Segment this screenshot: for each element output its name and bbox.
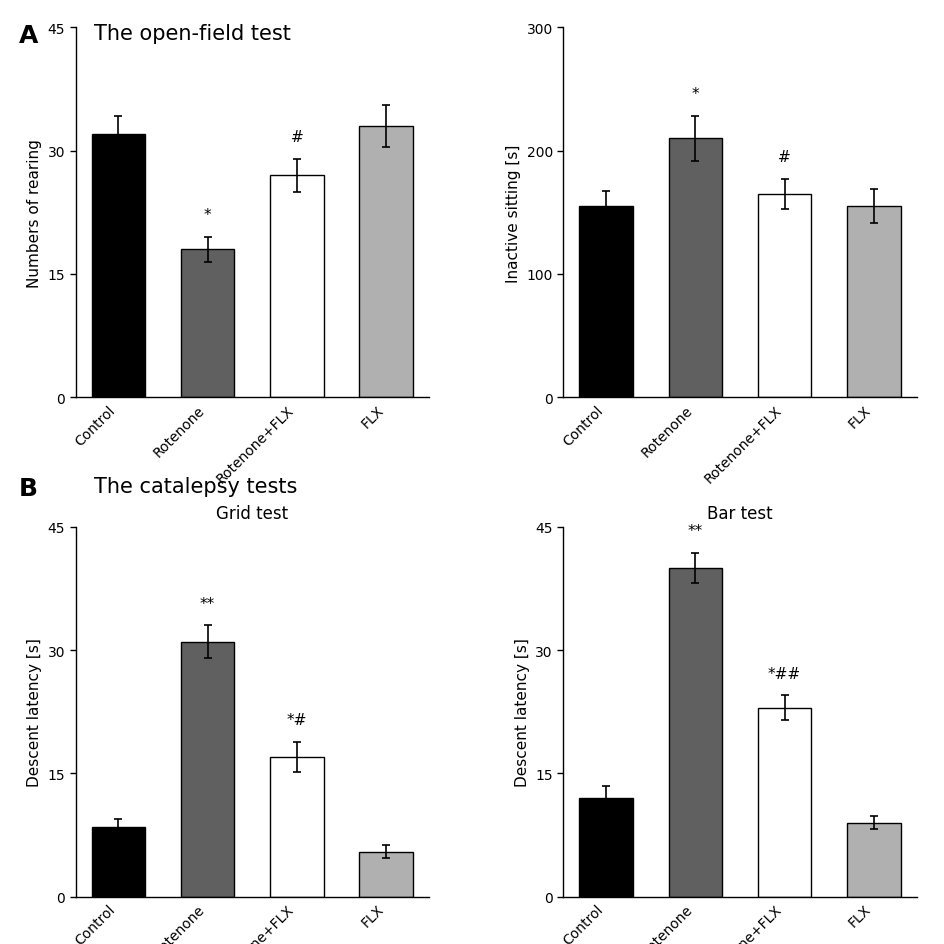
Text: *: * bbox=[691, 87, 699, 102]
Bar bbox=[180, 250, 234, 397]
Bar bbox=[92, 827, 145, 897]
Text: The catalepsy tests: The catalepsy tests bbox=[94, 477, 297, 497]
Text: **: ** bbox=[687, 524, 702, 539]
Bar bbox=[359, 851, 413, 897]
Bar bbox=[667, 568, 721, 897]
Text: **: ** bbox=[200, 596, 215, 611]
Text: *: * bbox=[204, 208, 211, 223]
Y-axis label: Descent latency [s]: Descent latency [s] bbox=[27, 637, 42, 786]
Text: *##: *## bbox=[767, 666, 801, 681]
Bar bbox=[270, 177, 324, 397]
Bar bbox=[92, 135, 145, 397]
Bar bbox=[846, 207, 900, 397]
Y-axis label: Descent latency [s]: Descent latency [s] bbox=[514, 637, 529, 786]
Bar bbox=[757, 194, 811, 397]
Text: #: # bbox=[290, 130, 303, 145]
Title: Bar test: Bar test bbox=[706, 505, 772, 523]
Bar bbox=[359, 126, 413, 397]
Text: *#: *# bbox=[286, 713, 307, 728]
Bar bbox=[757, 708, 811, 897]
Text: B: B bbox=[19, 477, 38, 500]
Text: The open-field test: The open-field test bbox=[94, 24, 291, 43]
Bar bbox=[846, 823, 900, 897]
Bar bbox=[270, 757, 324, 897]
Bar bbox=[579, 799, 632, 897]
Text: A: A bbox=[19, 24, 39, 47]
Bar bbox=[579, 207, 632, 397]
Y-axis label: Inactive sitting [s]: Inactive sitting [s] bbox=[505, 144, 520, 282]
Bar bbox=[180, 642, 234, 897]
Text: #: # bbox=[777, 150, 790, 165]
Title: Grid test: Grid test bbox=[216, 505, 288, 523]
Y-axis label: Numbers of rearing: Numbers of rearing bbox=[27, 139, 42, 288]
Bar bbox=[667, 139, 721, 397]
